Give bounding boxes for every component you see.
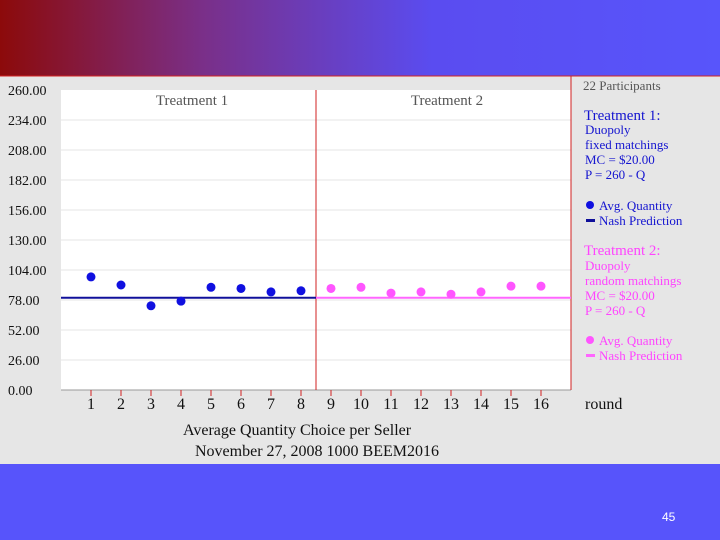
- panel-label-treatment-2: Treatment 2: [411, 93, 483, 109]
- x-tick-label: 11: [383, 396, 398, 413]
- legend-t2-avg-marker: [586, 336, 594, 344]
- data-point-series-1: [266, 287, 276, 297]
- legend-t2-line-3: MC = $20.00: [585, 288, 655, 303]
- legend-t1-line-4: P = 260 - Q: [585, 167, 646, 182]
- y-axis-ticks: 0.00 26.00 52.00 78.00 104.00 130.00 156.00 182…: [8, 84, 47, 399]
- legend-t1-line-1: Duopoly: [585, 122, 631, 137]
- data-point-series-1: [176, 296, 186, 306]
- y-tick-label: 182.00: [8, 174, 47, 189]
- x-tick-label: 4: [177, 396, 185, 413]
- data-point-series-1: [146, 301, 156, 311]
- slide-number: 45: [662, 510, 676, 524]
- data-point-series-2: [326, 283, 336, 293]
- x-tick-label: 6: [237, 396, 245, 413]
- data-point-series-2: [476, 287, 486, 297]
- legend: 22 Participants Treatment 1: Duopoly fix…: [583, 78, 683, 363]
- legend-t2-nash-marker: [586, 354, 595, 357]
- x-tick-label: 16: [533, 396, 549, 413]
- y-tick-label: 78.00: [8, 294, 40, 309]
- data-point-series-2: [416, 287, 426, 297]
- participants-label: 22 Participants: [583, 78, 661, 93]
- y-tick-label: 52.00: [8, 324, 40, 339]
- data-points: [86, 272, 546, 311]
- chart-subtitle: November 27, 2008 1000 BEEM2016: [195, 443, 439, 460]
- x-tick-label: 7: [267, 396, 275, 413]
- legend-t1-avg-marker: [586, 201, 594, 209]
- x-axis-label: round: [585, 396, 622, 413]
- x-tick-label: 13: [443, 396, 459, 413]
- x-tick-label: 5: [207, 396, 215, 413]
- x-tick-label: 14: [473, 396, 489, 413]
- data-point-series-1: [116, 280, 126, 290]
- data-point-series-2: [446, 289, 456, 299]
- y-tick-label: 26.00: [8, 354, 40, 369]
- x-tick-label: 12: [413, 396, 429, 413]
- y-tick-label: 208.00: [8, 144, 47, 159]
- data-point-series-2: [506, 281, 516, 291]
- legend-t1-line-2: fixed matchings: [585, 137, 668, 152]
- legend-t1-title: Treatment 1:: [584, 108, 661, 124]
- slide-header-bar: [0, 0, 720, 76]
- y-tick-label: 0.00: [8, 384, 33, 399]
- data-point-series-2: [536, 281, 546, 291]
- y-tick-label: 260.00: [8, 84, 47, 99]
- data-point-series-1: [206, 282, 216, 292]
- data-point-series-1: [236, 283, 246, 293]
- x-tick-label: 2: [117, 396, 125, 413]
- legend-t2-line-4: P = 260 - Q: [585, 303, 646, 318]
- slide-footer-bar: [0, 464, 720, 540]
- legend-t2-nash-label: Nash Prediction: [599, 348, 683, 363]
- y-tick-label: 104.00: [8, 264, 47, 279]
- panel-label-treatment-1: Treatment 1: [156, 93, 228, 109]
- legend-t2-avg-label: Avg. Quantity: [599, 333, 673, 348]
- x-tick-label: 9: [327, 396, 335, 413]
- legend-t2-line-2: random matchings: [585, 273, 681, 288]
- x-axis-ticks: 1 2 3 4 5 6 7 8 9 10 11 12 13 14 15 16: [87, 390, 549, 413]
- legend-t1-avg-label: Avg. Quantity: [599, 198, 673, 213]
- x-tick-label: 3: [147, 396, 155, 413]
- x-tick-label: 15: [503, 396, 519, 413]
- legend-t1-line-3: MC = $20.00: [585, 152, 655, 167]
- y-tick-label: 234.00: [8, 114, 47, 129]
- data-point-series-2: [386, 288, 396, 298]
- legend-t2-line-1: Duopoly: [585, 258, 631, 273]
- chart-title: Average Quantity Choice per Seller: [183, 422, 412, 439]
- data-point-series-1: [296, 286, 306, 296]
- x-tick-label: 1: [87, 396, 95, 413]
- legend-t1-nash-label: Nash Prediction: [599, 213, 683, 228]
- y-tick-label: 130.00: [8, 234, 47, 249]
- data-point-series-1: [86, 272, 96, 282]
- x-tick-label: 8: [297, 396, 305, 413]
- x-tick-label: 10: [353, 396, 369, 413]
- legend-t2-title: Treatment 2:: [584, 243, 661, 259]
- legend-t1-nash-marker: [586, 219, 595, 222]
- data-point-series-2: [356, 282, 366, 292]
- y-tick-label: 156.00: [8, 204, 47, 219]
